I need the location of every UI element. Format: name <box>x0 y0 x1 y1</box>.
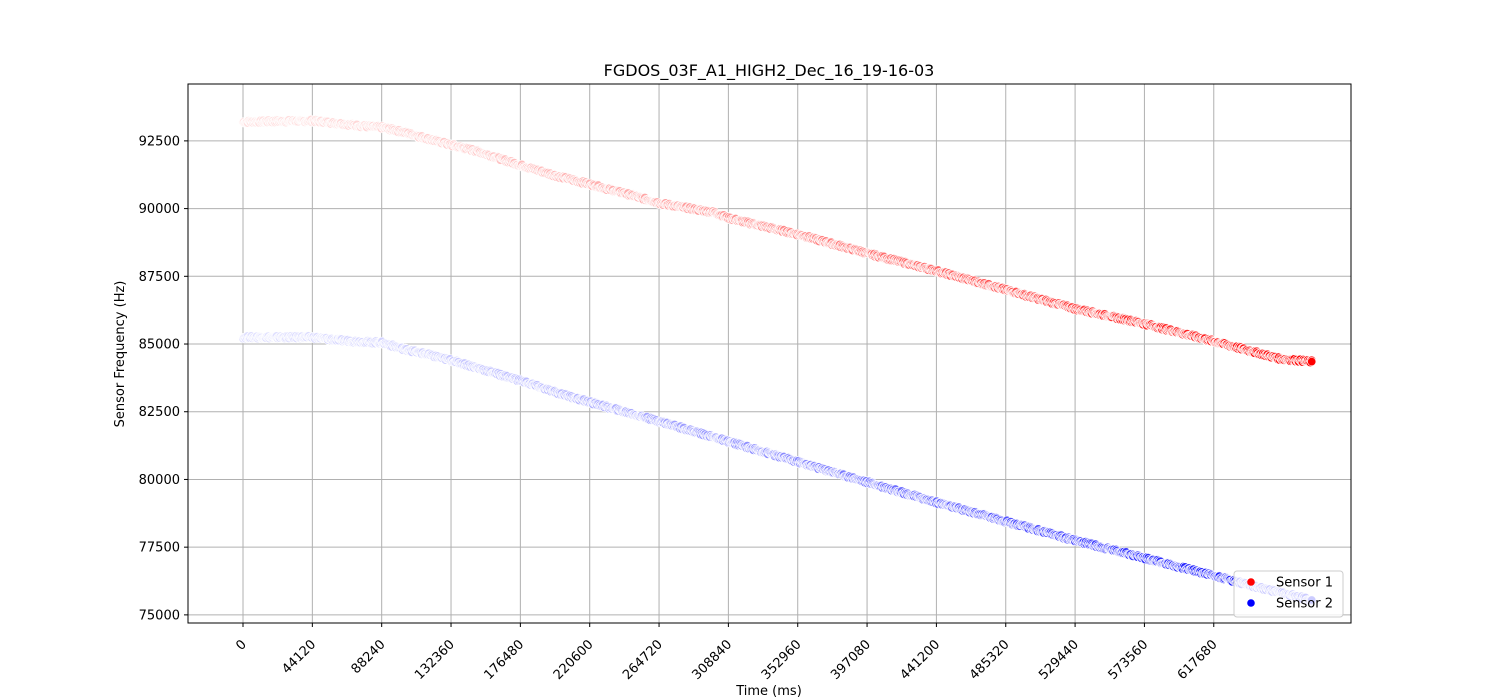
x-tick-label: 220600 <box>551 637 597 683</box>
x-tick-label: 617680 <box>1175 637 1221 683</box>
legend-label: Sensor 2 <box>1276 597 1333 612</box>
x-tick-label: 0 <box>233 637 249 653</box>
x-tick-label: 132360 <box>412 637 458 683</box>
y-tick-label: 90000 <box>139 202 180 217</box>
y-tick-label: 75000 <box>139 608 180 623</box>
data-points <box>238 114 1317 606</box>
legend-marker <box>1247 578 1255 586</box>
x-tick-label: 441200 <box>898 637 944 683</box>
x-axis-label: Time (ms) <box>735 684 802 699</box>
x-tick-label: 485320 <box>967 637 1013 683</box>
y-tick-label: 85000 <box>139 338 180 353</box>
legend: Sensor 1 Sensor 2 <box>1233 570 1344 618</box>
x-tick-label: 573560 <box>1106 637 1152 683</box>
data-point <box>1307 357 1317 367</box>
y-tick-label: 80000 <box>139 473 180 488</box>
grid <box>188 84 1351 623</box>
x-tick-label: 264720 <box>620 637 666 683</box>
x-tick-label: 44120 <box>279 637 319 677</box>
x-tick-label: 529440 <box>1036 637 1082 683</box>
legend-label: Sensor 1 <box>1276 576 1333 591</box>
series-1 <box>238 114 1317 367</box>
legend-box <box>1233 570 1344 618</box>
y-tick-label: 82500 <box>139 405 180 420</box>
x-tick-label: 308840 <box>690 637 736 683</box>
y-tick-label: 92500 <box>139 134 180 149</box>
series-2 <box>238 331 1317 606</box>
y-axis-label: Sensor Frequency (Hz) <box>113 281 128 428</box>
y-tick-label: 87500 <box>139 270 180 285</box>
legend-marker <box>1247 599 1255 607</box>
plot-frame <box>187 83 1352 624</box>
x-tick-label: 176480 <box>481 637 527 683</box>
x-tick-label: 88240 <box>349 637 389 677</box>
y-tick-label: 77500 <box>139 541 180 556</box>
chart-title: FGDOS_03F_A1_HIGH2_Dec_16_19-16-03 <box>604 61 935 81</box>
x-tick-label: 352960 <box>759 637 805 683</box>
axis-ticks: 0 44120 88240 132360 176480 220600 264720 30884… <box>139 134 1221 683</box>
x-tick-label: 397080 <box>828 637 874 683</box>
